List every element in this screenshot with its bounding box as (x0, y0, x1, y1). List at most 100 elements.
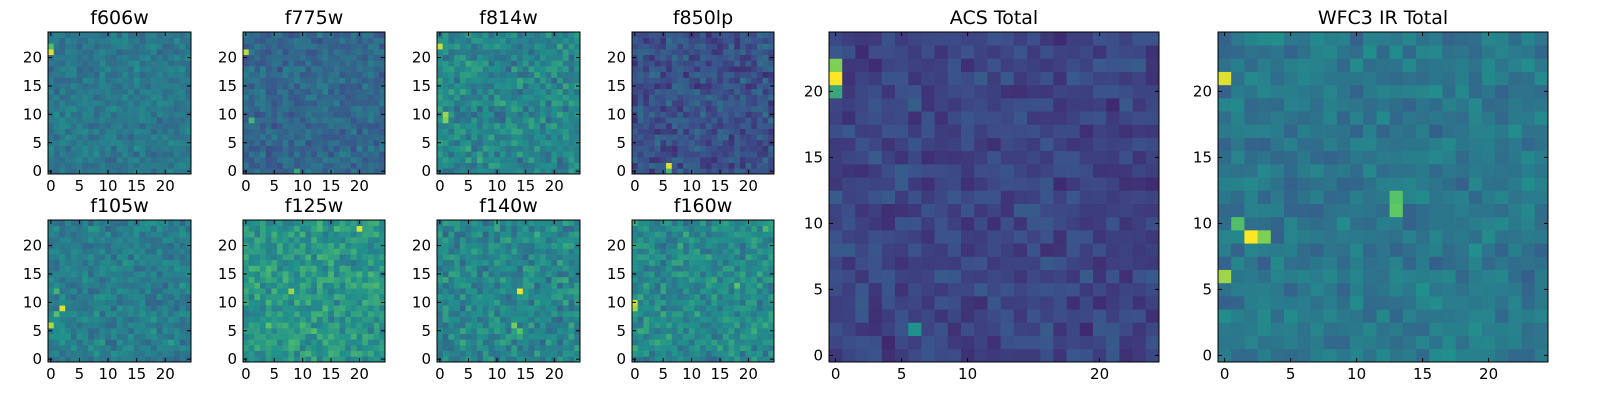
heatmap-cell (168, 237, 174, 243)
heatmap-cell (128, 157, 134, 163)
heatmap-cell (534, 288, 540, 294)
heatmap-cell (185, 322, 191, 328)
heatmap-cell (351, 55, 357, 61)
heatmap-cell (666, 345, 672, 351)
heatmap-cell (655, 305, 661, 311)
heatmap-cell (82, 60, 88, 66)
heatmap-cell (323, 38, 329, 44)
heatmap-cell (88, 117, 94, 123)
heatmap-cell (300, 89, 306, 95)
heatmap-cell (168, 339, 174, 345)
heatmap-cell (471, 163, 477, 169)
heatmap-cell (517, 163, 523, 169)
heatmap-cell (243, 294, 249, 300)
heatmap-cell (706, 83, 712, 89)
heatmap-cell (460, 112, 466, 118)
heatmap-cell (551, 134, 557, 140)
heatmap-cell (534, 77, 540, 83)
x-tick-label: 15 (321, 177, 340, 195)
heatmap-cell (162, 339, 168, 345)
heatmap-cell (374, 339, 380, 345)
heatmap-cell (694, 151, 700, 157)
x-tick-label: 20 (156, 365, 175, 383)
heatmap-cell (122, 328, 128, 334)
heatmap-cell (500, 163, 506, 169)
heatmap-cell (557, 334, 563, 340)
heatmap-cell (117, 226, 123, 232)
heatmap-cell (180, 328, 186, 334)
heatmap-cell (351, 231, 357, 237)
heatmap-cell (94, 140, 100, 146)
heatmap-cell (751, 334, 757, 340)
heatmap-cell (689, 311, 695, 317)
heatmap-cell (65, 294, 71, 300)
heatmap-cell (260, 282, 266, 288)
heatmap-cell (311, 282, 317, 288)
heatmap-cell (82, 89, 88, 95)
heatmap-cell (517, 254, 523, 260)
heatmap-cell (746, 55, 752, 61)
heatmap-cell (88, 271, 94, 277)
heatmap-cell (157, 311, 163, 317)
heatmap-cell (460, 265, 466, 271)
heatmap-cell (368, 254, 374, 260)
heatmap-cell (546, 89, 552, 95)
heatmap-cell (638, 163, 644, 169)
heatmap-cell (317, 345, 323, 351)
heatmap-cell (266, 237, 272, 243)
heatmap-cell (117, 168, 123, 174)
heatmap-cell (379, 351, 385, 357)
heatmap-cell (546, 134, 552, 140)
heatmap-cell (151, 123, 157, 129)
heatmap-cell (305, 89, 311, 95)
heatmap-cell (323, 288, 329, 294)
heatmap-cell (712, 43, 718, 49)
heatmap-cell (65, 322, 71, 328)
heatmap-cell (763, 339, 769, 345)
heatmap-cell (334, 72, 340, 78)
heatmap-cell (345, 163, 351, 169)
heatmap-cell (317, 163, 323, 169)
heatmap-cell (712, 339, 718, 345)
heatmap-cell (677, 328, 683, 334)
heatmap-cell (529, 55, 535, 61)
heatmap-cell (757, 106, 763, 112)
y-tick-label: 5 (32, 134, 42, 152)
heatmap-cell (689, 339, 695, 345)
heatmap-cell (277, 146, 283, 152)
heatmap-cell (185, 72, 191, 78)
heatmap-cell (746, 134, 752, 140)
heatmap-cell (638, 32, 644, 38)
heatmap-cell (563, 163, 569, 169)
heatmap-cell (88, 294, 94, 300)
heatmap-cell (443, 43, 449, 49)
heatmap-cell (174, 351, 180, 357)
heatmap-cell (723, 49, 729, 55)
heatmap-cell (180, 277, 186, 283)
heatmap-cell (288, 146, 294, 152)
heatmap-cell (323, 351, 329, 357)
heatmap-cell (168, 123, 174, 129)
heatmap-cell (105, 328, 111, 334)
heatmap-cell (689, 146, 695, 152)
heatmap-cell (529, 32, 535, 38)
heatmap-cell (454, 231, 460, 237)
heatmap-cell (460, 94, 466, 100)
heatmap-cell (351, 66, 357, 72)
heatmap-cell (283, 237, 289, 243)
heatmap-cell (740, 49, 746, 55)
heatmap-cell (288, 226, 294, 232)
heatmap-cell (351, 43, 357, 49)
heatmap-cell (145, 89, 151, 95)
heatmap-cell (94, 300, 100, 306)
heatmap-cell (351, 300, 357, 306)
heatmap-cell (323, 66, 329, 72)
heatmap-cell (180, 248, 186, 254)
heatmap-cell (374, 334, 380, 340)
heatmap-cell (443, 140, 449, 146)
heatmap-cell (506, 123, 512, 129)
heatmap-cell (317, 134, 323, 140)
heatmap-cell (128, 146, 134, 152)
